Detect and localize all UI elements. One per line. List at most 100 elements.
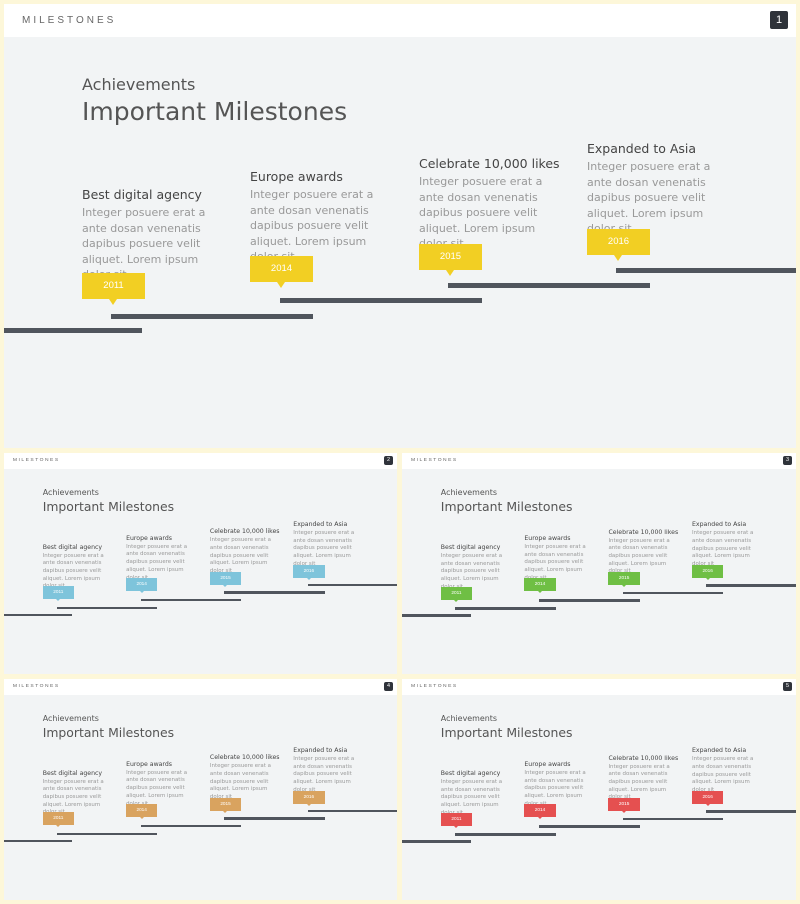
- tag-pointer: [454, 825, 459, 828]
- tag-pointer: [223, 810, 228, 813]
- milestone-heading: Europe awards: [524, 761, 571, 769]
- slide-subtitle: Achievements: [42, 714, 99, 724]
- tag-pointer: [56, 825, 61, 828]
- year-label: 2011: [53, 815, 64, 821]
- tag-pointer: [614, 255, 623, 261]
- milestone-description: Integer posuere erat a ante dosan venena…: [692, 530, 754, 567]
- milestone-description: Integer posuere erat a ante dosan venena…: [250, 188, 374, 263]
- milestone-heading: Best digital agency: [440, 770, 501, 778]
- slide-subtitle: Achievements: [82, 75, 196, 94]
- milestone-description: Integer posuere erat a ante dosan venena…: [42, 552, 104, 590]
- timeline-step: [616, 268, 796, 273]
- milestone-description: Integer posuere erat a ante dosan venena…: [440, 552, 503, 590]
- header-title: MILESTONES: [12, 684, 60, 690]
- year-label: 2014: [534, 581, 546, 587]
- year-label: 2015: [220, 575, 231, 581]
- timeline-step: [140, 598, 242, 602]
- milestone-description: Integer posuere erat a ante dosan venena…: [209, 763, 271, 800]
- year-label: 2011: [451, 815, 462, 821]
- slide-2[interactable]: MILESTONES 2 Achievements Important Milesto…: [4, 453, 397, 674]
- milestone-description: Integer posuere erat a ante dosan venena…: [524, 544, 586, 581]
- year-label: 2011: [451, 589, 462, 595]
- year-tag: 2014: [524, 578, 556, 594]
- milestone-description: Integer posuere erat a ante dosan venena…: [440, 778, 503, 816]
- year-tag: 2015: [608, 572, 640, 588]
- year-tag: 2016: [293, 564, 325, 580]
- timeline-step: [57, 606, 158, 610]
- timeline-step: [402, 840, 471, 843]
- header-title: MILESTONES: [410, 458, 458, 464]
- timeline-step: [706, 584, 796, 587]
- milestone-description: Integer posuere erat a ante dosan venena…: [608, 537, 670, 575]
- milestone-description: Integer posuere erat a ante dosan venena…: [293, 755, 355, 793]
- milestone-heading: Expanded to Asia: [692, 747, 747, 755]
- year-tag: 2011: [440, 812, 473, 828]
- slide-header: [402, 453, 796, 470]
- year-tag: 2015: [209, 572, 242, 587]
- milestone-heading: Europe awards: [250, 169, 343, 184]
- year-label: 2014: [136, 581, 147, 587]
- milestone-heading: Expanded to Asia: [692, 521, 747, 529]
- timeline-step: [4, 839, 73, 843]
- tag-pointer: [139, 590, 144, 593]
- timeline-step: [539, 599, 640, 602]
- year-label: 2011: [53, 589, 64, 595]
- slide-header: [402, 679, 796, 696]
- header-title: MILESTONES: [410, 684, 458, 690]
- slide-subtitle: Achievements: [440, 714, 498, 724]
- page-number-badge: 5: [783, 682, 793, 692]
- timeline-step: [706, 810, 796, 813]
- year-tag: 2015: [209, 798, 242, 813]
- tag-pointer: [223, 584, 228, 587]
- year-tag: 2011: [440, 586, 473, 602]
- slide-title: Important Milestones: [42, 725, 175, 741]
- year-label: 2015: [439, 251, 462, 262]
- tag-pointer: [306, 803, 311, 806]
- milestone-heading: Celebrate 10,000 likes: [209, 754, 280, 762]
- milestone-heading: Best digital agency: [42, 769, 103, 777]
- tag-pointer: [537, 591, 542, 594]
- timeline-step: [280, 298, 482, 303]
- page-number-badge: 4: [384, 682, 394, 692]
- milestone-heading: Celebrate 10,000 likes: [608, 754, 679, 762]
- milestone-heading: Best digital agency: [440, 544, 501, 552]
- slide-3[interactable]: MILESTONES 3 Achievements Important Milesto…: [402, 453, 796, 674]
- year-tag: 2015: [608, 798, 640, 814]
- year-label: 2014: [534, 807, 546, 813]
- timeline-step: [307, 810, 397, 813]
- slide-title: Important Milestones: [440, 725, 573, 741]
- year-tag: 2011: [42, 812, 74, 828]
- milestone-heading: Expanded to Asia: [293, 746, 348, 754]
- year-label: 2015: [220, 801, 231, 807]
- milestone-description: Integer posuere erat a ante dosan venena…: [692, 756, 754, 793]
- tag-pointer: [446, 270, 455, 276]
- slide-1[interactable]: MILESTONES 1 Achievements Important Milesto…: [4, 4, 796, 448]
- year-tag: 2016: [692, 790, 724, 806]
- slide-4[interactable]: MILESTONES 4 Achievements Important Milesto…: [4, 679, 397, 900]
- timeline-step: [307, 584, 397, 587]
- milestone-heading: Europe awards: [126, 534, 173, 542]
- milestone-heading: Expanded to Asia: [293, 520, 348, 528]
- header-title: MILESTONES: [12, 458, 60, 464]
- tag-pointer: [537, 817, 542, 820]
- year-label: 2016: [702, 567, 713, 573]
- timeline-step: [539, 825, 640, 828]
- timeline-step: [455, 607, 556, 610]
- milestone-heading: Europe awards: [524, 535, 571, 543]
- tag-pointer: [705, 803, 710, 806]
- page-number-badge: 3: [783, 456, 793, 466]
- milestone-description: Integer posuere erat a ante dosan venena…: [419, 175, 543, 250]
- slide-title: Important Milestones: [440, 499, 573, 515]
- year-label: 2016: [702, 793, 713, 799]
- tag-pointer: [454, 599, 459, 602]
- year-tag: 2015: [419, 244, 482, 276]
- year-label: 2015: [618, 575, 630, 581]
- timeline-step: [57, 832, 158, 836]
- milestone-description: Integer posuere erat a ante dosan venena…: [126, 543, 188, 581]
- header-title: MILESTONES: [22, 15, 117, 26]
- slide-5[interactable]: MILESTONES 5 Achievements Important Milesto…: [402, 679, 796, 900]
- tag-pointer: [705, 577, 710, 580]
- slide-title: Important Milestones: [42, 499, 175, 515]
- slide-subtitle: Achievements: [440, 488, 498, 498]
- slide-header: [4, 679, 397, 696]
